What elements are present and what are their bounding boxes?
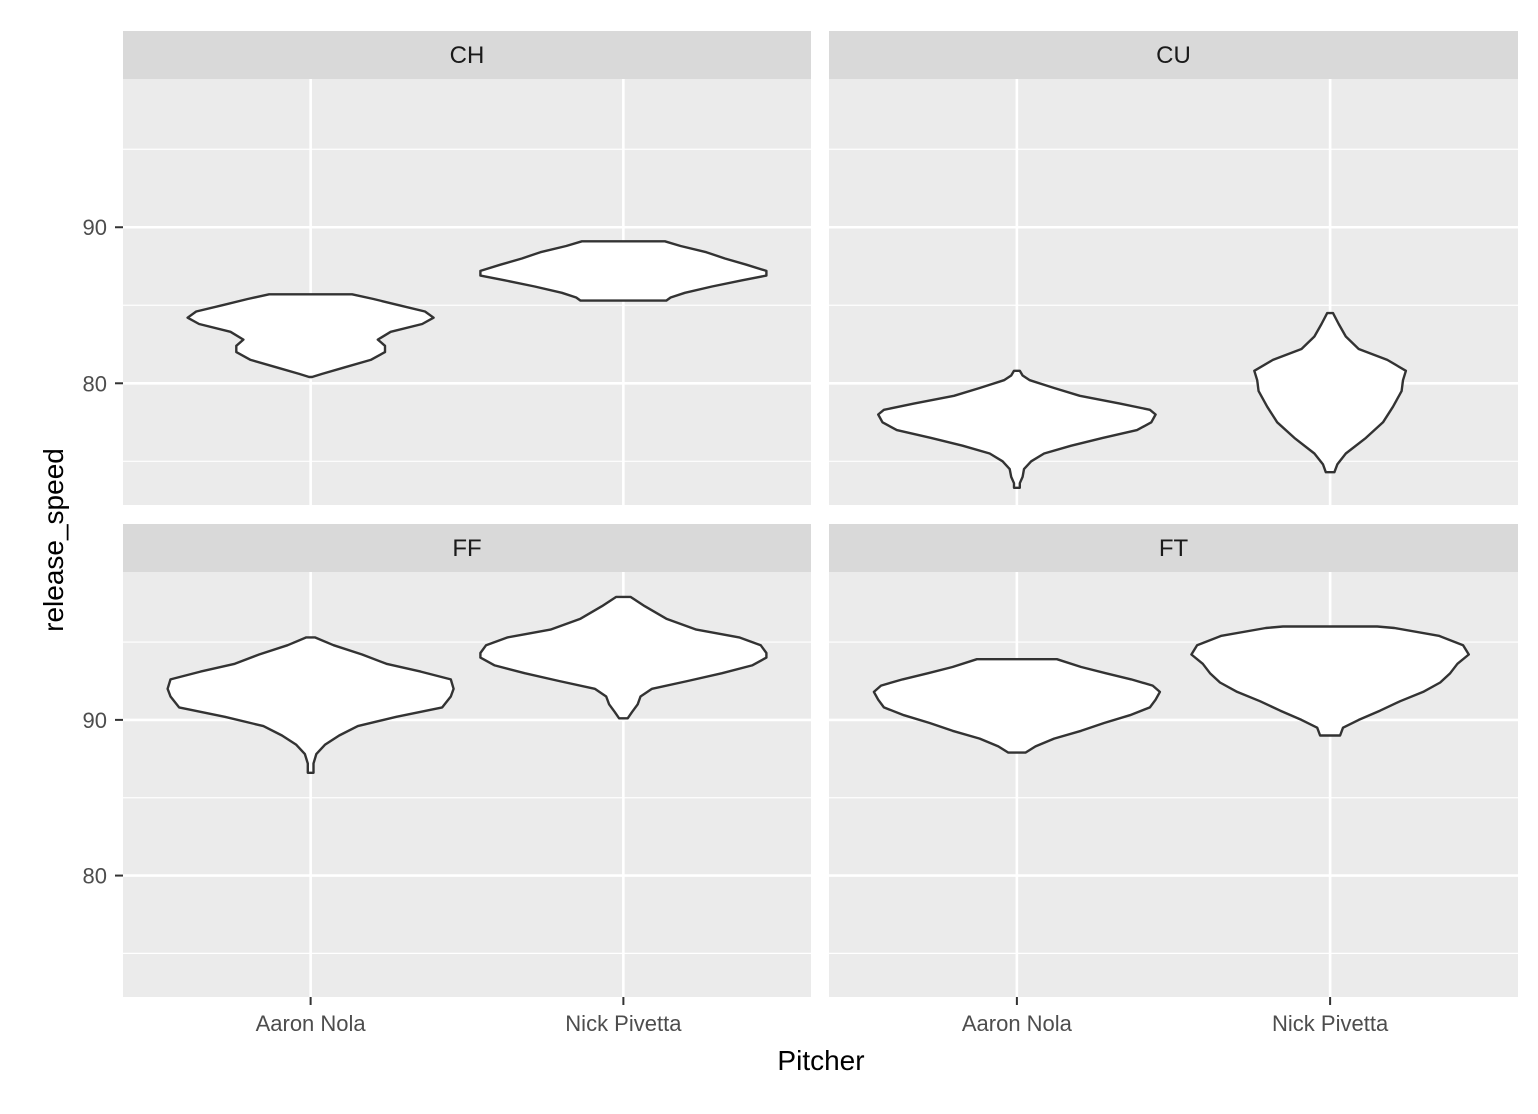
facet-strip-label: CH bbox=[450, 42, 485, 69]
facet-strip bbox=[829, 524, 1518, 572]
x-axis-title: Pitcher bbox=[777, 1045, 864, 1076]
violin-cu-nick-pivetta bbox=[1253, 311, 1408, 474]
panel-background bbox=[123, 79, 811, 505]
facet-strip-label: CU bbox=[1156, 42, 1191, 69]
violin-cu-aaron-nola bbox=[877, 369, 1157, 489]
violin-ch-aaron-nola bbox=[186, 293, 435, 379]
facet-panel-ch: CH bbox=[123, 31, 811, 505]
panel-background bbox=[829, 79, 1518, 505]
facet-panels: CH CU FF FT bbox=[123, 31, 1518, 997]
facet-strip-label: FF bbox=[452, 535, 481, 562]
facet-strip bbox=[829, 31, 1518, 79]
y-axis-title: release_speed bbox=[38, 448, 69, 632]
violin-ff-aaron-nola bbox=[166, 636, 455, 774]
facet-panel-ft: FT bbox=[829, 524, 1518, 997]
y-axis: 80 90 80 90 bbox=[83, 215, 123, 889]
x-tick-label: Aaron Nola bbox=[962, 1011, 1073, 1036]
violin-ch-nick-pivetta bbox=[479, 240, 768, 302]
x-tick-label: Nick Pivetta bbox=[565, 1011, 682, 1036]
facet-strip bbox=[123, 31, 811, 79]
facet-strip bbox=[123, 524, 811, 572]
x-tick-label: Nick Pivetta bbox=[1272, 1011, 1389, 1036]
x-axis: Aaron Nola Nick Pivetta Aaron Nola Nick Piv… bbox=[256, 997, 1389, 1036]
facet-panel-ff: FF bbox=[123, 524, 811, 997]
y-tick-label: 80 bbox=[83, 371, 107, 396]
y-tick-label: 80 bbox=[83, 864, 107, 889]
y-tick-label: 90 bbox=[83, 708, 107, 733]
y-tick-label: 90 bbox=[83, 215, 107, 240]
x-tick-label: Aaron Nola bbox=[256, 1011, 367, 1036]
violin-ft-nick-pivetta bbox=[1190, 625, 1470, 737]
violin-ft-aaron-nola bbox=[872, 658, 1162, 754]
violin-ff-nick-pivetta bbox=[479, 595, 768, 720]
facet-strip-label: FT bbox=[1159, 535, 1189, 562]
facet-panel-cu: CU bbox=[829, 31, 1518, 505]
